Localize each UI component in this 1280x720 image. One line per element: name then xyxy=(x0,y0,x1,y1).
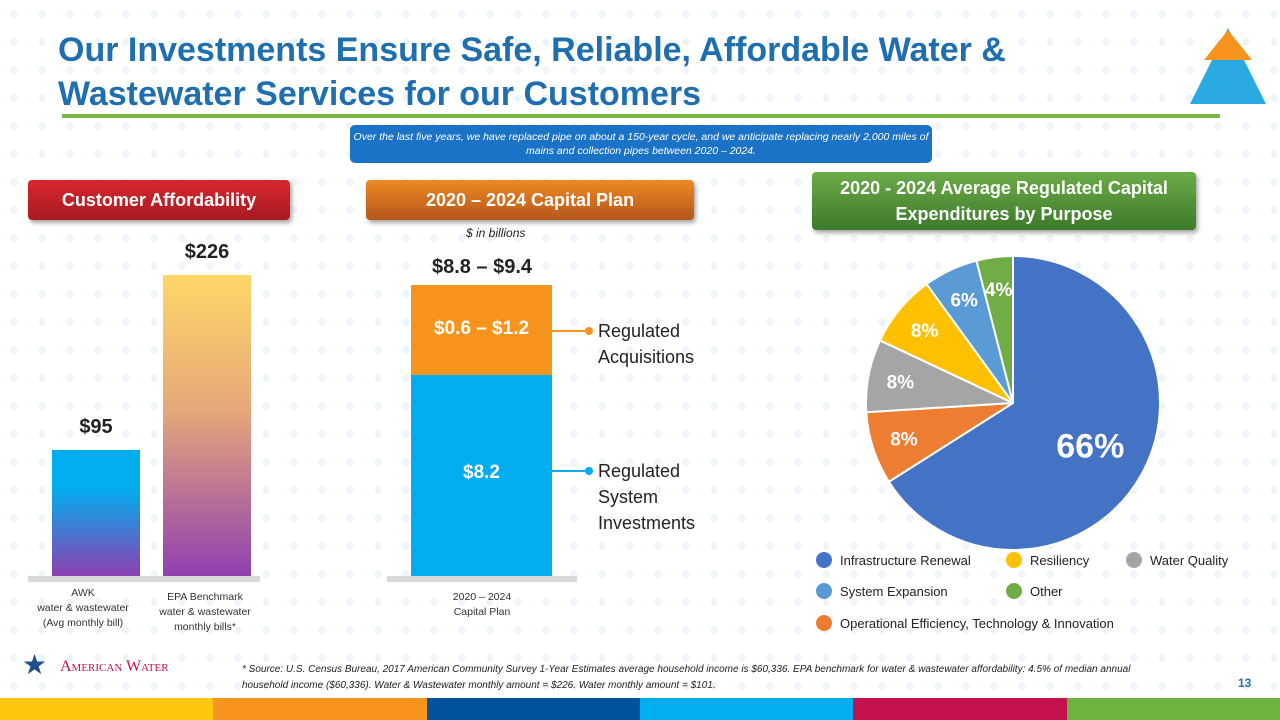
pie-data-label: 8% xyxy=(887,373,915,394)
logo-tip-icon xyxy=(1204,30,1252,60)
acq-leader-line xyxy=(552,330,588,332)
legend-label: Resiliency xyxy=(1030,552,1090,568)
pie-slice-5 xyxy=(975,254,1014,404)
footer-stripes xyxy=(0,698,1280,720)
bar-system-investments xyxy=(411,375,552,577)
sys-leader-line xyxy=(552,470,588,472)
pie-data-label: 8% xyxy=(911,321,939,342)
pie-data-label: 66% xyxy=(1056,427,1124,465)
legend-swatch xyxy=(1006,552,1022,568)
cat-line: AWK xyxy=(71,587,95,599)
footer-stripe xyxy=(426,698,640,720)
category-label-epa: EPA Benchmark water & wastewater monthly b… xyxy=(150,590,260,635)
legend-operational-efficiency: Operational Efficiency, Technology & Inn… xyxy=(816,615,1114,631)
pie-data-label: 6% xyxy=(950,290,978,311)
cat-line: Capital Plan xyxy=(453,606,511,618)
legend-resiliency: Resiliency xyxy=(1006,552,1089,568)
pie-chart: 66% 8% 8% 8% 6% 4% xyxy=(865,254,1161,551)
page-title: Our Investments Ensure Safe, Reliable, A… xyxy=(58,31,1006,113)
system-value: $8.2 xyxy=(463,462,500,483)
legend-swatch xyxy=(816,615,832,631)
affordability-header: Customer Affordability xyxy=(28,180,290,220)
legend-swatch xyxy=(1126,552,1142,568)
legend-swatch xyxy=(816,552,832,568)
cat-line: EPA Benchmark xyxy=(167,591,243,603)
legend-label: Other xyxy=(1030,583,1063,599)
cat-line: water & wastewater xyxy=(37,602,129,614)
footer-stripe xyxy=(639,698,854,720)
star-logo-icon: ★ xyxy=(22,649,48,680)
bar-value-label: $226 xyxy=(184,241,230,263)
legend-label: Water Quality xyxy=(1150,552,1229,568)
callout-note: Over the last five years, we have replac… xyxy=(350,125,932,163)
legend-infrastructure-renewal: Infrastructure Renewal xyxy=(816,552,971,568)
label-line: Acquisitions xyxy=(598,347,695,367)
cat-line: 2020 – 2024 xyxy=(452,591,512,603)
bar-0 xyxy=(52,450,140,577)
label-line: Regulated xyxy=(598,461,681,481)
label-line: Investments xyxy=(598,513,696,533)
footnote: * Source: U.S. Census Bureau, 2017 Ameri… xyxy=(242,664,1131,691)
category-label-awk: AWK water & wastewater (Avg monthly bill) xyxy=(28,586,138,631)
pie-slice-0 xyxy=(887,254,1161,551)
footer-stripe xyxy=(213,698,427,720)
total-label: $8.8 – $9.4 xyxy=(431,256,533,278)
legend-other: Other xyxy=(1006,583,1063,599)
legend-system-expansion: System Expansion xyxy=(816,583,948,599)
pie-data-label: 8% xyxy=(890,429,918,450)
legend-swatch xyxy=(816,583,832,599)
acquisitions-value: $0.6 – $1.2 xyxy=(433,318,530,339)
legend-swatch xyxy=(1006,583,1022,599)
baseline xyxy=(387,576,577,582)
unit-label: $ in billions xyxy=(466,226,526,240)
legend-label: System Expansion xyxy=(840,583,948,599)
acq-leader-dot xyxy=(585,327,593,335)
footer-stripe xyxy=(1066,698,1280,720)
legend-label: Infrastructure Renewal xyxy=(840,552,971,568)
capital-plan-header: 2020 – 2024 Capital Plan xyxy=(366,180,694,220)
footer-stripe xyxy=(0,698,214,720)
sys-leader-dot xyxy=(585,467,593,475)
sys-series-label: Regulated System Investments xyxy=(598,458,695,536)
pie-data-label: 4% xyxy=(985,280,1013,301)
company-logo-text: American Water xyxy=(60,658,169,675)
label-line: System xyxy=(598,487,659,507)
category-label-capital-plan: 2020 – 2024 Capital Plan xyxy=(420,590,544,620)
cat-line: (Avg monthly bill) xyxy=(42,617,124,629)
acq-series-label: Regulated Acquisitions xyxy=(598,318,694,370)
cat-line: monthly bills* xyxy=(174,621,236,633)
title-divider xyxy=(62,114,1220,118)
bar-1 xyxy=(163,275,251,577)
label-line: Regulated xyxy=(598,321,681,341)
legend-label: Operational Efficiency, Technology & Inn… xyxy=(840,615,1114,631)
legend-water-quality: Water Quality xyxy=(1126,552,1228,568)
cat-line: water & wastewater xyxy=(159,606,251,618)
bar-value-label: $95 xyxy=(79,416,113,439)
capex-header: 2020 - 2024 Average Regulated Capital Ex… xyxy=(812,172,1196,230)
footer-stripe xyxy=(853,698,1067,720)
page-number: 13 xyxy=(1238,676,1252,690)
pie-legend: Infrastructure Renewal Resiliency Water … xyxy=(816,552,1256,642)
baseline xyxy=(28,576,260,582)
bar-acquisitions xyxy=(411,285,552,375)
